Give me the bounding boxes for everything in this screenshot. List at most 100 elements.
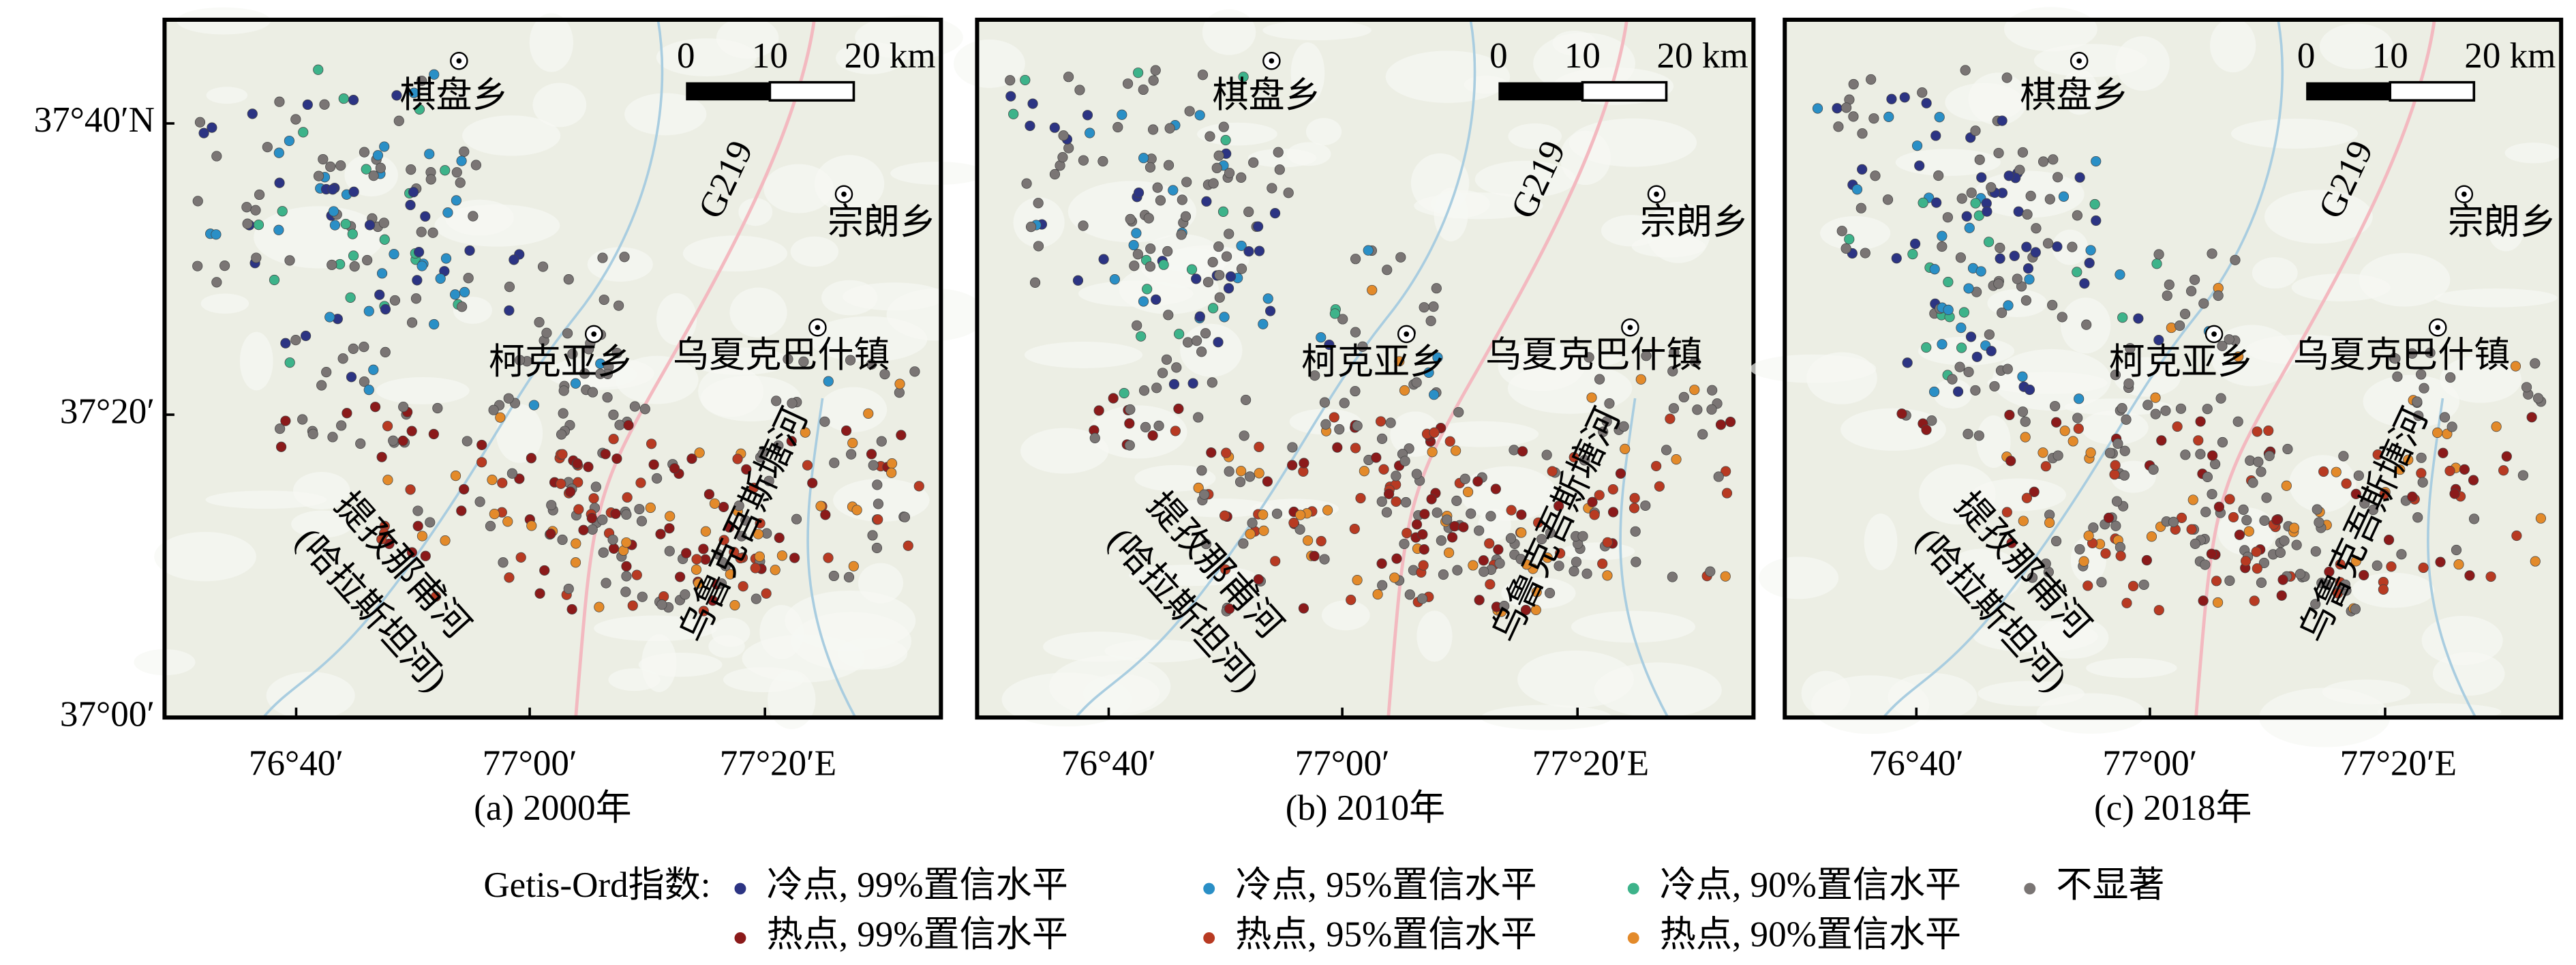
terrain-shade xyxy=(1321,600,1370,631)
sample-point xyxy=(2164,279,2175,291)
sample-point xyxy=(2004,409,2015,421)
sample-point xyxy=(789,552,800,563)
sample-point xyxy=(1201,196,1212,207)
sample-point xyxy=(1382,265,1393,276)
sample-point xyxy=(2445,372,2456,383)
terrain-shade xyxy=(1498,342,1585,391)
sample-point xyxy=(405,199,416,211)
sample-point xyxy=(783,354,793,365)
sample-point xyxy=(1462,486,1474,497)
sample-point xyxy=(597,252,608,263)
sample-point xyxy=(2123,378,2134,389)
sample-point xyxy=(1589,509,1600,520)
sample-point xyxy=(1918,197,1928,208)
sample-point xyxy=(1322,505,1333,516)
sample-point xyxy=(2206,548,2217,559)
sample-point xyxy=(631,569,642,580)
sample-point xyxy=(1184,106,1195,117)
terrain-shade xyxy=(2352,572,2435,608)
sample-point xyxy=(502,516,513,527)
sample-point xyxy=(2238,504,2249,515)
sample-point xyxy=(1303,535,1314,546)
sample-point xyxy=(2241,515,2252,526)
sample-point xyxy=(2084,258,2095,269)
sample-point xyxy=(1601,416,1612,427)
legend-label: 冷点, 90%置信水平 xyxy=(1660,865,1961,905)
sample-point xyxy=(2271,514,2282,525)
sample-point xyxy=(1607,507,1619,518)
sample-point xyxy=(2324,566,2335,578)
sample-point xyxy=(1429,427,1440,438)
terrain-shade xyxy=(1138,234,1226,288)
sample-point xyxy=(1630,526,1641,537)
sample-point xyxy=(329,220,341,231)
terrain-shade xyxy=(1646,201,1711,263)
sample-point xyxy=(355,438,366,449)
sample-point xyxy=(1273,147,1284,158)
sample-point xyxy=(1921,424,1932,435)
sample-point xyxy=(1020,74,1031,86)
sample-point xyxy=(368,170,379,181)
sample-point xyxy=(1631,556,1641,567)
sample-point xyxy=(348,343,359,354)
sample-point xyxy=(1914,160,1925,171)
sample-point xyxy=(2279,535,2290,546)
sample-point xyxy=(2142,400,2153,411)
sample-point xyxy=(1346,595,1357,606)
sample-point xyxy=(1479,566,1489,577)
sample-point xyxy=(337,353,348,364)
sample-point xyxy=(1329,308,1341,319)
sample-point xyxy=(680,589,691,600)
sample-point xyxy=(2025,190,2036,201)
panel-caption: (a) 2000年 xyxy=(474,788,631,828)
sample-point xyxy=(397,435,408,446)
sample-point xyxy=(1411,377,1422,388)
sample-point xyxy=(709,498,721,509)
sample-point xyxy=(1909,238,1921,250)
sample-point xyxy=(2021,241,2032,252)
sample-point xyxy=(307,428,318,439)
sample-point xyxy=(340,218,351,230)
sample-point xyxy=(1143,213,1154,224)
sample-point xyxy=(2275,547,2286,558)
sample-point xyxy=(412,275,423,286)
sample-point xyxy=(1458,522,1469,533)
sample-point xyxy=(430,591,442,602)
sample-point xyxy=(1224,466,1234,477)
terrain-shade xyxy=(2488,211,2524,252)
sample-point xyxy=(398,402,409,413)
sample-point xyxy=(1329,412,1339,423)
sample-point xyxy=(1299,458,1309,469)
sample-point xyxy=(1122,78,1134,89)
sample-point xyxy=(1720,571,1731,582)
lon-label: 77°00′ xyxy=(1295,744,1390,784)
scale-label: 0 xyxy=(677,36,695,76)
sample-point xyxy=(1181,177,1192,188)
sample-point xyxy=(1132,320,1142,331)
scale-label: 0 xyxy=(2297,36,2316,76)
sample-point xyxy=(1196,346,1207,357)
sample-point xyxy=(1933,170,1944,181)
sample-point xyxy=(1294,509,1306,520)
sample-point xyxy=(349,261,360,272)
sample-point xyxy=(1157,368,1168,378)
sample-point xyxy=(1008,108,1019,119)
sample-point xyxy=(1352,574,1363,586)
sample-point xyxy=(375,162,386,173)
sample-point xyxy=(2088,522,2099,533)
sample-point xyxy=(1168,378,1180,389)
sample-point xyxy=(1168,185,1179,196)
sample-point xyxy=(1942,212,1953,223)
sample-point xyxy=(655,529,666,539)
sample-point xyxy=(1569,451,1579,463)
sample-point xyxy=(412,520,423,531)
sample-point xyxy=(2526,412,2537,423)
sample-point xyxy=(504,282,515,293)
sample-point xyxy=(566,604,577,615)
sample-point xyxy=(899,511,911,522)
sample-point xyxy=(363,385,374,396)
sample-point xyxy=(457,301,468,312)
sample-point xyxy=(1930,130,1941,141)
sample-point xyxy=(1254,468,1264,479)
